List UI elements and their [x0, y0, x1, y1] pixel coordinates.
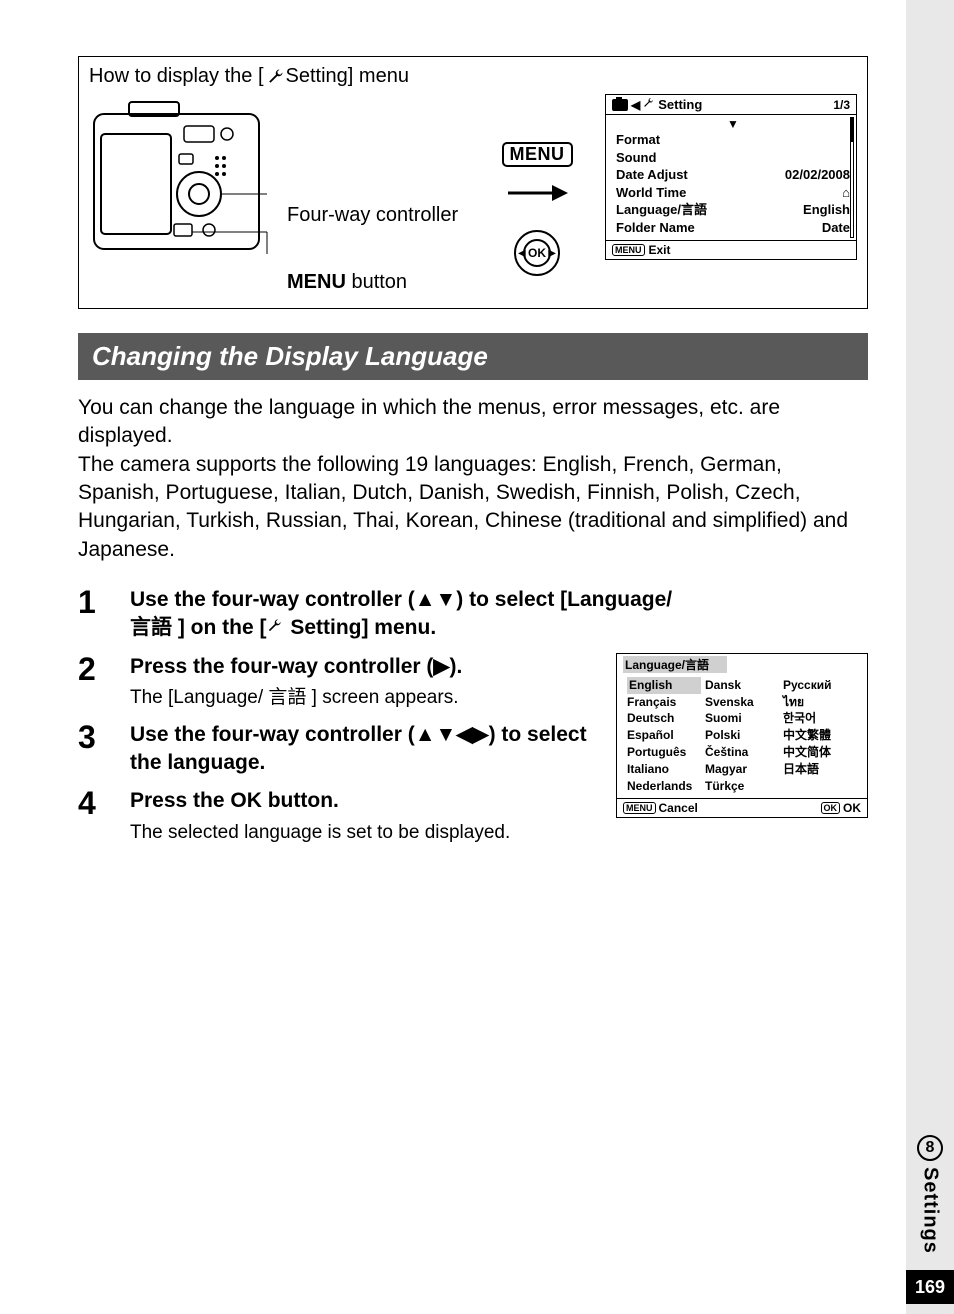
lang-item: 日本語 [783, 761, 857, 778]
language-screen: Language/言語 English Dansk Русский França… [616, 653, 868, 819]
footer-cancel-text: Cancel [659, 801, 698, 815]
setting-page-indicator: 1/3 [833, 98, 850, 112]
ok-controller-graphic: ◀ ▶ OK [514, 230, 560, 276]
right-triangle-icon: ▶ [548, 248, 556, 259]
right-gutter [906, 0, 954, 1314]
body-p2: The camera supports the following 19 lan… [78, 451, 868, 564]
language-screen-footer: MENU Cancel OK OK [617, 798, 867, 817]
ok-tag: OK [821, 802, 841, 814]
ok-text: OK [230, 789, 262, 812]
lang-item: Magyar [705, 761, 779, 778]
side-tab: 8 Settings [906, 1135, 954, 1254]
step-2: 2 Press the four-way controller (▶). The… [78, 653, 596, 711]
language-header-text: Language/言語 [623, 656, 727, 673]
arrow-down-icon [502, 181, 572, 215]
step-2-sub: The [Language/ 言語 ] screen appears. [130, 685, 596, 711]
lang-item [783, 778, 857, 795]
howto-title-post: Setting] menu [286, 65, 409, 88]
chapter-number-badge: 8 [917, 1135, 943, 1161]
page: 8 Settings 169 How to display the [ Sett… [0, 0, 954, 1314]
lang-item: Čeština [705, 744, 779, 761]
lang-item: Dansk [705, 677, 779, 694]
ok-button-inner: OK [523, 239, 551, 267]
steps-row-with-screen: 2 Press the four-way controller (▶). The… [78, 653, 868, 856]
lang-item: Italiano [627, 761, 701, 778]
setting-row: Date Adjust02/02/2008 [616, 166, 850, 184]
step-1: 1 Use the four-way controller (▲▼) to se… [78, 586, 868, 643]
howto-box: How to display the [ Setting] menu [78, 56, 868, 309]
lang-item: Nederlands [627, 778, 701, 795]
step-4-heading: Press the OK button. [130, 787, 596, 815]
lang-item: 한국어 [783, 710, 857, 727]
setting-row: Sound [616, 149, 850, 167]
setting-screen-header: ◀ Setting 1/3 [606, 95, 856, 115]
label-menu-bold: MENU [287, 271, 346, 293]
lang-item: Español [627, 727, 701, 744]
lang-item: Polski [705, 727, 779, 744]
step-3-heading: Use the four-way controller (▲▼◀▶) to se… [130, 721, 596, 778]
language-grid: English Dansk Русский Français Svenska ไ… [617, 675, 867, 799]
step-4-sub: The selected language is set to be displ… [130, 820, 596, 846]
body-p1: You can change the language in which the… [78, 394, 868, 451]
howto-title-pre: How to display the [ [89, 65, 264, 88]
lang-item: Türkçe [705, 778, 779, 795]
steps-list: 1 Use the four-way controller (▲▼) to se… [78, 586, 868, 855]
camera-icon [612, 99, 628, 111]
footer-exit-text: Exit [649, 243, 671, 257]
lang-item: Deutsch [627, 710, 701, 727]
step-2-heading: Press the four-way controller (▶). [130, 653, 596, 681]
lang-item: 中文简体 [783, 744, 857, 761]
lang-item: ไทย [783, 694, 857, 711]
body-text: You can change the language in which the… [78, 394, 868, 564]
setting-row: Folder NameDate [616, 219, 850, 237]
step-number: 1 [78, 586, 112, 643]
setting-row: World Time⌂ [616, 184, 850, 202]
camera-illustration [89, 94, 269, 264]
camera-labels: Four-way controller MENU button [287, 94, 469, 294]
wrench-icon [266, 68, 284, 86]
step-3: 3 Use the four-way controller (▲▼◀▶) to … [78, 721, 596, 778]
left-caret-icon: ◀ [631, 98, 640, 112]
setting-screen-title: Setting [658, 97, 833, 112]
left-triangle-icon: ◀ [518, 248, 526, 259]
lang-item: Português [627, 744, 701, 761]
scrollbar [850, 117, 854, 238]
lang-item: Français [627, 694, 701, 711]
howto-row: Four-way controller MENU button MENU ◀ ▶… [89, 94, 857, 294]
step-4: 4 Press the OK button. The selected lang… [78, 787, 596, 845]
setting-screen-body: ▼ Format Sound Date Adjust02/02/2008 Wor… [606, 115, 856, 240]
chapter-label: Settings [919, 1167, 942, 1254]
setting-row: Format [616, 131, 850, 149]
lang-item: Русский [783, 677, 857, 694]
step-number: 3 [78, 721, 112, 778]
footer-ok-text: OK [843, 801, 861, 815]
menu-ok-column: MENU ◀ ▶ OK [487, 94, 587, 276]
home-icon: ⌂ [842, 184, 850, 202]
wrench-icon [266, 614, 284, 632]
page-number: 169 [906, 1270, 954, 1304]
menu-tag: MENU [623, 802, 656, 814]
lang-item-selected: English [627, 677, 701, 694]
label-menu-button: MENU button [287, 271, 469, 294]
section-heading: Changing the Display Language [78, 333, 868, 380]
wrench-icon [642, 97, 654, 112]
lang-item: Svenska [705, 694, 779, 711]
language-screen-header: Language/言語 [617, 654, 867, 675]
label-four-way-controller: Four-way controller [287, 204, 469, 227]
label-menu-rest: button [346, 271, 407, 293]
content-area: How to display the [ Setting] menu [78, 56, 868, 855]
step-1-heading: Use the four-way controller (▲▼) to sele… [130, 586, 868, 643]
menu-tag: MENU [612, 244, 645, 256]
setting-row: Language/言語English [616, 201, 850, 219]
menu-button-graphic: MENU [502, 142, 573, 167]
howto-title: How to display the [ Setting] menu [89, 65, 857, 88]
setting-screen-footer: MENU Exit [606, 240, 856, 259]
lang-item: Suomi [705, 710, 779, 727]
down-triangle-icon: ▼ [616, 117, 850, 131]
lang-item: 中文繁體 [783, 727, 857, 744]
step-number: 4 [78, 787, 112, 845]
step-number: 2 [78, 653, 112, 711]
setting-screen: ◀ Setting 1/3 ▼ Format Sound Date Adjust… [605, 94, 857, 260]
